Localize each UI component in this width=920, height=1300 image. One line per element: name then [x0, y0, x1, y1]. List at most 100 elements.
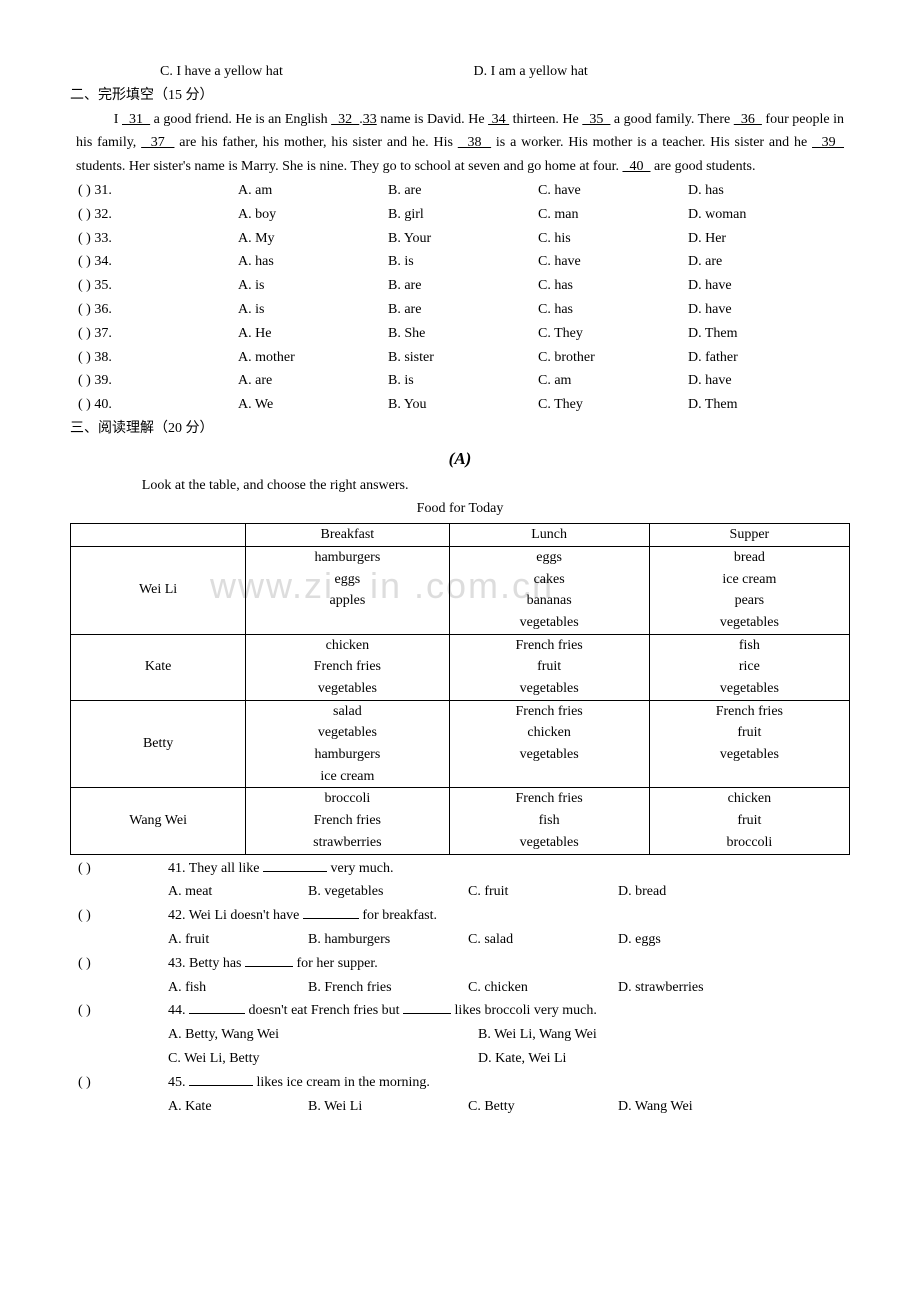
- section-2-title: 二、完形填空（15 分）: [70, 84, 850, 108]
- option: D. Kate, Wei Li: [478, 1047, 566, 1071]
- text: I: [114, 112, 122, 127]
- question-body: 43. Betty has for her supper.A. fishB. F…: [168, 952, 850, 1000]
- blank-40: 40: [622, 159, 650, 174]
- mc-option-a: A. mother: [238, 346, 388, 370]
- table-header-cell: Lunch: [449, 524, 649, 547]
- option: D. Wang Wei: [618, 1095, 758, 1119]
- blank-32: 32: [331, 112, 359, 127]
- mc-option-c: C. have: [538, 179, 688, 203]
- text: a good friend. He is an English: [150, 112, 331, 127]
- mc-option-c: C. have: [538, 250, 688, 274]
- name-cell: Wang Wei: [71, 788, 246, 854]
- question-body: 44. doesn't eat French fries but likes b…: [168, 999, 850, 1070]
- question-options: A. meatB. vegetablesC. fruitD. bread: [168, 880, 850, 904]
- answer-paren[interactable]: ( ): [78, 952, 168, 1000]
- food-cell: chickenfruitbroccoli: [649, 788, 849, 854]
- option-d: D. I am a yellow hat: [474, 64, 588, 79]
- table-header-cell: Breakfast: [246, 524, 449, 547]
- answer-paren[interactable]: ( ): [78, 904, 168, 952]
- blank-34: 34: [488, 112, 509, 127]
- question-body: 41. They all like very much.A. meatB. ve…: [168, 857, 850, 905]
- mc-option-b: B. is: [388, 369, 538, 393]
- table-row: KatechickenFrench friesvegetablesFrench …: [71, 634, 850, 700]
- question-stem: 43. Betty has for her supper.: [168, 952, 850, 976]
- mc-number: ( ) 39.: [78, 369, 238, 393]
- mc-option-c: C. am: [538, 369, 688, 393]
- table-row: Wang WeibroccoliFrench friesstrawberries…: [71, 788, 850, 854]
- page-content: C. I have a yellow hat D. I am a yellow …: [70, 60, 850, 1118]
- question-row: ( )45. likes ice cream in the morning.A.…: [70, 1071, 850, 1119]
- mc-option-d: D. father: [688, 346, 838, 370]
- mc-number: ( ) 35.: [78, 274, 238, 298]
- blank-31: 31: [122, 112, 150, 127]
- name-cell: Wei Li: [71, 546, 246, 634]
- text: are good students.: [650, 159, 755, 174]
- blank-35: 35: [582, 112, 610, 127]
- food-cell: French friesfruitvegetables: [449, 634, 649, 700]
- question-stem: 44. doesn't eat French fries but likes b…: [168, 999, 850, 1023]
- text: thirteen. He: [509, 112, 582, 127]
- mc-option-b: B. are: [388, 179, 538, 203]
- food-cell: chickenFrench friesvegetables: [246, 634, 449, 700]
- table-intro: Look at the table, and choose the right …: [70, 474, 850, 498]
- mc-row: ( ) 38.A. motherB. sisterC. brotherD. fa…: [70, 346, 850, 370]
- mc-option-d: D. have: [688, 298, 838, 322]
- question-stem: 42. Wei Li doesn't have for breakfast.: [168, 904, 850, 928]
- mc-option-b: B. She: [388, 322, 538, 346]
- passage-a-label: (A): [70, 445, 850, 474]
- mc-option-a: A. has: [238, 250, 388, 274]
- option: C. chicken: [468, 976, 618, 1000]
- mc-option-b: B. girl: [388, 203, 538, 227]
- food-cell: French friesfruitvegetables: [649, 700, 849, 788]
- name-cell: Kate: [71, 634, 246, 700]
- mc-option-c: C. They: [538, 393, 688, 417]
- mc-row: ( ) 34.A. hasB. isC. haveD. are: [70, 250, 850, 274]
- prev-question-options: C. I have a yellow hat D. I am a yellow …: [70, 60, 850, 84]
- answer-paren[interactable]: ( ): [78, 1071, 168, 1119]
- question-row: ( )43. Betty has for her supper.A. fishB…: [70, 952, 850, 1000]
- mc-row: ( ) 33.A. MyB. YourC. hisD. Her: [70, 227, 850, 251]
- mc-number: ( ) 33.: [78, 227, 238, 251]
- food-cell: hamburgerseggsapples: [246, 546, 449, 634]
- mc-option-c: C. brother: [538, 346, 688, 370]
- mc-option-a: A. boy: [238, 203, 388, 227]
- option: D. bread: [618, 880, 758, 904]
- option-c: C. I have a yellow hat: [160, 60, 470, 84]
- table-header-cell: [71, 524, 246, 547]
- option: B. Wei Li, Wang Wei: [478, 1023, 597, 1047]
- food-cell: saladvegetableshamburgersice cream: [246, 700, 449, 788]
- mc-option-b: B. Your: [388, 227, 538, 251]
- text: a good family. There: [610, 112, 733, 127]
- mc-row: ( ) 40.A. WeB. YouC. TheyD. Them: [70, 393, 850, 417]
- table-title: Food for Today: [70, 497, 850, 521]
- mc-option-a: A. We: [238, 393, 388, 417]
- option: C. salad: [468, 928, 618, 952]
- mc-option-a: A. is: [238, 298, 388, 322]
- mc-row: ( ) 36.A. isB. areC. hasD. have: [70, 298, 850, 322]
- food-table: BreakfastLunchSupper Wei Lihamburgersegg…: [70, 523, 850, 854]
- mc-option-d: D. woman: [688, 203, 838, 227]
- mc-number: ( ) 31.: [78, 179, 238, 203]
- option: A. Kate: [168, 1095, 308, 1119]
- question-options: C. Wei Li, BettyD. Kate, Wei Li: [168, 1047, 850, 1071]
- option: D. strawberries: [618, 976, 758, 1000]
- mc-option-d: D. Them: [688, 322, 838, 346]
- mc-option-a: A. am: [238, 179, 388, 203]
- answer-paren[interactable]: ( ): [78, 857, 168, 905]
- mc-option-d: D. Her: [688, 227, 838, 251]
- table-header-cell: Supper: [649, 524, 849, 547]
- option: D. eggs: [618, 928, 758, 952]
- mc-option-b: B. is: [388, 250, 538, 274]
- option: B. French fries: [308, 976, 468, 1000]
- blank-39: 39: [812, 135, 844, 150]
- mc-option-c: C. man: [538, 203, 688, 227]
- mc-row: ( ) 37.A. HeB. SheC. TheyD. Them: [70, 322, 850, 346]
- mc-options-list: ( ) 31.A. amB. areC. haveD. has( ) 32.A.…: [70, 179, 850, 417]
- question-options: A. KateB. Wei LiC. BettyD. Wang Wei: [168, 1095, 850, 1119]
- option: A. fruit: [168, 928, 308, 952]
- answer-paren[interactable]: ( ): [78, 999, 168, 1070]
- mc-option-d: D. have: [688, 369, 838, 393]
- mc-row: ( ) 35.A. isB. areC. hasD. have: [70, 274, 850, 298]
- table-row: Bettysaladvegetableshamburgersice creamF…: [71, 700, 850, 788]
- mc-option-b: B. are: [388, 298, 538, 322]
